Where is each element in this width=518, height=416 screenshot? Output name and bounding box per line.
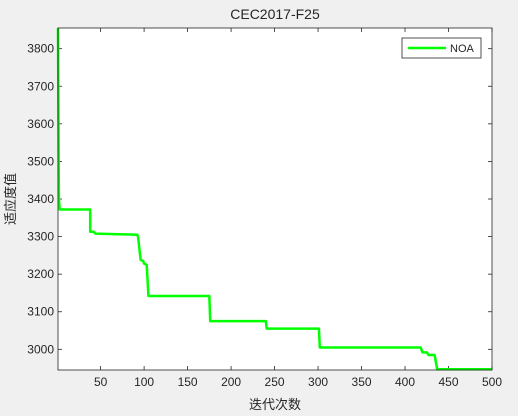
plot-background xyxy=(58,28,492,370)
legend-label-noa: NOA xyxy=(450,43,475,55)
y-tick-label: 3500 xyxy=(27,154,54,168)
x-tick-label: 100 xyxy=(134,375,154,389)
chart-title: CEC2017-F25 xyxy=(230,6,320,22)
y-axis-label: 适应度值 xyxy=(3,173,18,225)
y-tick-label: 3200 xyxy=(27,267,54,281)
y-tick-label: 3400 xyxy=(27,192,54,206)
y-tick-label: 3100 xyxy=(27,305,54,319)
series-line-noa xyxy=(56,27,492,371)
x-tick-label: 500 xyxy=(482,375,502,389)
y-tick-label: 3700 xyxy=(27,79,54,93)
x-tick-label: 250 xyxy=(265,375,285,389)
x-tick-label: 400 xyxy=(395,375,415,389)
y-tick-label: 3800 xyxy=(27,42,54,56)
y-tick-label: 3600 xyxy=(27,117,54,131)
x-tick-label: 450 xyxy=(438,375,458,389)
y-tick-label: 3300 xyxy=(27,230,54,244)
tick-group: 50 100 150 200 250 300 350 400 450 500 3000 3100 320… xyxy=(27,28,502,389)
series-group xyxy=(56,27,492,371)
x-tick-label: 150 xyxy=(178,375,198,389)
x-tick-label: 300 xyxy=(308,375,328,389)
y-tick-label: 3000 xyxy=(27,342,54,356)
legend: NOA xyxy=(401,37,482,59)
plot-frame xyxy=(57,27,493,371)
x-axis-label: 迭代次数 xyxy=(249,397,301,412)
x-tick-label: 200 xyxy=(221,375,241,389)
x-tick-label: 50 xyxy=(94,375,108,389)
x-tick-label: 350 xyxy=(352,375,372,389)
